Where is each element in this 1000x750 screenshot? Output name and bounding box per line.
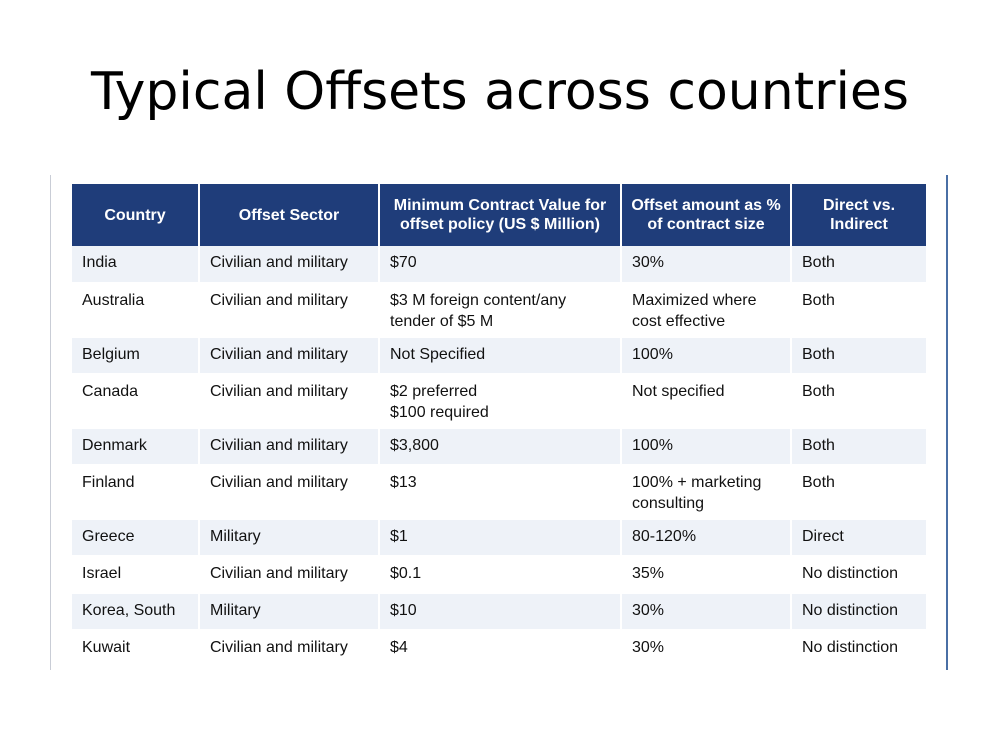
cell-type: Both xyxy=(791,283,926,338)
header-direct-indirect: Direct vs. Indirect xyxy=(791,184,926,246)
cell-type: Both xyxy=(791,374,926,429)
cell-country: India xyxy=(72,246,200,284)
cell-min-value: Not Specified xyxy=(379,337,622,375)
cell-sector: Civilian and military xyxy=(199,283,380,338)
cell-country: Australia xyxy=(72,283,200,338)
cell-min-value: $70 xyxy=(379,246,622,284)
cell-sector: Military xyxy=(199,519,380,557)
left-divider xyxy=(50,175,51,670)
cell-country: Belgium xyxy=(72,337,200,375)
cell-amount: 30% xyxy=(621,630,792,668)
header-min-contract-value: Minimum Contract Value for offset policy… xyxy=(379,184,622,246)
cell-sector: Civilian and military xyxy=(199,337,380,375)
cell-min-value: $4 xyxy=(379,630,622,668)
table-row: Israel Civilian and military $0.1 35% No dis… xyxy=(72,556,926,594)
cell-country: Finland xyxy=(72,465,200,520)
cell-amount: 30% xyxy=(621,593,792,631)
cell-sector: Civilian and military xyxy=(199,630,380,668)
cell-country: Denmark xyxy=(72,428,200,466)
header-offset-sector: Offset Sector xyxy=(199,184,380,246)
cell-min-value: $3,800 xyxy=(379,428,622,466)
table-row: Australia Civilian and military $3 M forei… xyxy=(72,283,926,338)
cell-amount: 100% xyxy=(621,428,792,466)
table-row: Belgium Civilian and military Not Specifie… xyxy=(72,337,926,375)
cell-amount: 30% xyxy=(621,246,792,284)
cell-type: Both xyxy=(791,465,926,520)
cell-amount: 35% xyxy=(621,556,792,594)
header-offset-amount: Offset amount as % of contract size xyxy=(621,184,792,246)
cell-country: Greece xyxy=(72,519,200,557)
cell-sector: Civilian and military xyxy=(199,556,380,594)
cell-min-value: $2 preferred $100 required xyxy=(379,374,622,429)
cell-min-value: $3 M foreign content/any tender of $5 M xyxy=(379,283,622,338)
right-divider xyxy=(946,175,948,670)
cell-type: No distinction xyxy=(791,556,926,594)
cell-type: No distinction xyxy=(791,593,926,631)
cell-min-value: $13 xyxy=(379,465,622,520)
cell-type: Both xyxy=(791,246,926,284)
cell-sector: Civilian and military xyxy=(199,465,380,520)
cell-amount: Maximized where cost effective xyxy=(621,283,792,338)
cell-type: Direct xyxy=(791,519,926,557)
table-row: Denmark Civilian and military $3,800 100% Bo… xyxy=(72,428,926,466)
table-row: Finland Civilian and military $13 100% + ma… xyxy=(72,465,926,520)
table-row: Korea, South Military $10 30% No distinction xyxy=(72,593,926,631)
table-row: India Civilian and military $70 30% Both xyxy=(72,246,926,284)
cell-country: Israel xyxy=(72,556,200,594)
offsets-table: Country Offset Sector Minimum Contract V… xyxy=(72,184,926,668)
cell-country: Korea, South xyxy=(72,593,200,631)
cell-type: Both xyxy=(791,428,926,466)
cell-sector: Civilian and military xyxy=(199,374,380,429)
cell-min-value: $0.1 xyxy=(379,556,622,594)
cell-country: Kuwait xyxy=(72,630,200,668)
table-row: Greece Military $1 80-120% Direct xyxy=(72,519,926,557)
cell-amount: 100% + marketing consulting xyxy=(621,465,792,520)
cell-type: Both xyxy=(791,337,926,375)
cell-country: Canada xyxy=(72,374,200,429)
cell-type: No distinction xyxy=(791,630,926,668)
cell-min-value: $1 xyxy=(379,519,622,557)
cell-amount: 100% xyxy=(621,337,792,375)
table-row: Kuwait Civilian and military $4 30% No disti… xyxy=(72,630,926,668)
slide-title: Typical Offsets across countries xyxy=(90,62,909,122)
cell-sector: Civilian and military xyxy=(199,428,380,466)
cell-amount: 80-120% xyxy=(621,519,792,557)
cell-sector: Civilian and military xyxy=(199,246,380,284)
table-row: Canada Civilian and military $2 preferred $… xyxy=(72,374,926,429)
cell-amount: Not specified xyxy=(621,374,792,429)
cell-min-value: $10 xyxy=(379,593,622,631)
header-country: Country xyxy=(72,184,200,246)
cell-sector: Military xyxy=(199,593,380,631)
table-header-row: Country Offset Sector Minimum Contract V… xyxy=(72,184,926,246)
